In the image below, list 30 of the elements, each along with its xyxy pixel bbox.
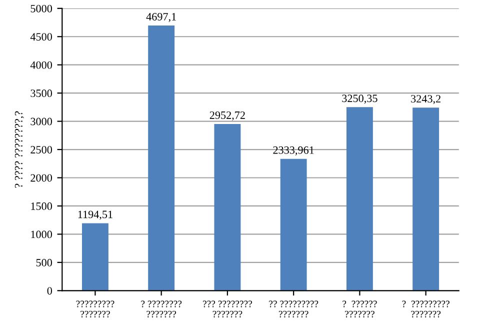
y-axis-title: ? ???? ????????,? [14,111,24,188]
bar [346,107,373,291]
y-tick-label: 0 [47,287,52,295]
x-tick-label: ? ????????? ??????? [402,300,450,318]
y-tick-label: 3000 [30,118,52,126]
bar [280,158,307,291]
x-tick-label: ? ?????? ??????? [342,300,377,318]
bar [214,124,241,291]
data-label: 3243,2 [411,95,440,104]
y-tick-label: 2500 [30,146,52,154]
y-tick-label: 2000 [30,174,52,182]
y-tick-label: 4500 [30,33,52,41]
y-tick-label: 500 [36,258,52,266]
data-label: 2333,961 [273,146,314,156]
x-tick-label: ??? ???????? ??????? [203,300,252,318]
data-label: 1194,51 [78,210,112,220]
y-tick-label: 1500 [31,202,52,210]
bar [148,26,175,291]
bar [82,223,108,291]
x-tick-label: ? ???????? ??????? [141,300,182,318]
y-tick-label: 5000 [30,4,52,12]
y-tick-label: 4000 [30,61,52,69]
y-tick-label: 1000 [31,230,52,238]
x-tick-label: ?? ????????? ??????? [269,300,318,318]
data-label: 4697,1 [146,12,176,22]
data-label: 2952,72 [210,111,245,121]
y-tick-label: 3500 [30,90,52,98]
data-label: 3250,35 [342,94,378,104]
x-tick-label: ????????? ??????? [76,300,114,318]
bar [412,108,440,291]
